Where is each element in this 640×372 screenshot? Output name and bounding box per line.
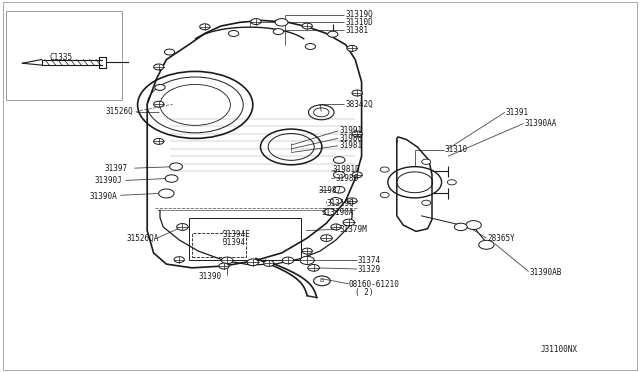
- Text: 31988: 31988: [339, 134, 362, 143]
- Circle shape: [308, 264, 319, 271]
- Text: 31526QA: 31526QA: [127, 234, 159, 243]
- Circle shape: [380, 167, 389, 172]
- Text: 31374: 31374: [357, 256, 380, 265]
- Text: 313190A: 313190A: [322, 208, 355, 217]
- Circle shape: [352, 131, 362, 137]
- Circle shape: [333, 157, 345, 163]
- Text: 38342Q: 38342Q: [346, 100, 373, 109]
- Circle shape: [454, 223, 467, 231]
- Circle shape: [155, 84, 165, 90]
- Circle shape: [221, 257, 233, 264]
- Bar: [192, 233, 246, 257]
- Circle shape: [321, 235, 332, 241]
- Text: 31310: 31310: [445, 145, 468, 154]
- Text: 31394: 31394: [223, 238, 246, 247]
- Text: B: B: [320, 278, 324, 283]
- Circle shape: [251, 19, 261, 25]
- Text: 31319Q: 31319Q: [326, 199, 354, 208]
- Bar: [189, 218, 301, 260]
- Text: 28365Y: 28365Y: [488, 234, 515, 243]
- Text: 31390J: 31390J: [95, 176, 122, 185]
- Circle shape: [343, 219, 355, 226]
- Circle shape: [247, 259, 259, 266]
- Circle shape: [422, 200, 431, 205]
- Circle shape: [159, 189, 174, 198]
- Circle shape: [165, 175, 178, 182]
- Text: 31310D: 31310D: [346, 18, 373, 27]
- Text: 31329: 31329: [357, 265, 380, 274]
- Circle shape: [422, 159, 431, 164]
- Text: 31991: 31991: [339, 126, 362, 135]
- Circle shape: [331, 224, 341, 230]
- Circle shape: [466, 221, 481, 230]
- Text: ( 2): ( 2): [355, 288, 374, 297]
- Bar: [6, 11, 122, 100]
- Circle shape: [228, 31, 239, 36]
- Circle shape: [264, 260, 274, 266]
- Text: 31981D: 31981D: [333, 165, 360, 174]
- Text: 31394E: 31394E: [223, 230, 250, 239]
- Circle shape: [275, 19, 288, 26]
- Text: 31987: 31987: [319, 186, 342, 195]
- Circle shape: [328, 31, 338, 37]
- Circle shape: [170, 163, 182, 170]
- Text: 31986: 31986: [335, 174, 358, 183]
- Circle shape: [333, 171, 345, 178]
- Circle shape: [305, 44, 316, 49]
- Circle shape: [352, 172, 362, 178]
- Text: 31379M: 31379M: [339, 225, 367, 234]
- Circle shape: [154, 64, 164, 70]
- Circle shape: [447, 180, 456, 185]
- Circle shape: [219, 263, 229, 269]
- Text: 31390A: 31390A: [90, 192, 117, 201]
- Circle shape: [273, 29, 284, 35]
- Text: 31391: 31391: [506, 108, 529, 117]
- Text: 31526Q: 31526Q: [106, 107, 133, 116]
- Text: 31390AA: 31390AA: [525, 119, 557, 128]
- Circle shape: [324, 209, 335, 215]
- Text: C1335: C1335: [50, 53, 73, 62]
- Circle shape: [302, 248, 312, 254]
- Text: J31100NX: J31100NX: [541, 345, 578, 354]
- Circle shape: [200, 24, 210, 30]
- Circle shape: [300, 256, 314, 264]
- Circle shape: [333, 186, 345, 193]
- Circle shape: [154, 138, 164, 144]
- Circle shape: [352, 90, 362, 96]
- Text: 31981: 31981: [339, 141, 362, 150]
- Circle shape: [177, 224, 188, 230]
- Circle shape: [347, 45, 357, 51]
- Circle shape: [330, 198, 342, 204]
- Text: 31397: 31397: [104, 164, 127, 173]
- Circle shape: [479, 240, 494, 249]
- Circle shape: [174, 257, 184, 263]
- Circle shape: [164, 49, 175, 55]
- Circle shape: [282, 257, 294, 264]
- Text: 31390AB: 31390AB: [530, 268, 563, 277]
- Circle shape: [380, 192, 389, 198]
- Circle shape: [302, 23, 312, 29]
- Text: 31319Q: 31319Q: [346, 10, 373, 19]
- Circle shape: [154, 101, 164, 107]
- Text: 08160-61210: 08160-61210: [349, 280, 399, 289]
- Circle shape: [347, 198, 357, 204]
- Text: 31390: 31390: [198, 272, 221, 280]
- Text: 31381: 31381: [346, 26, 369, 35]
